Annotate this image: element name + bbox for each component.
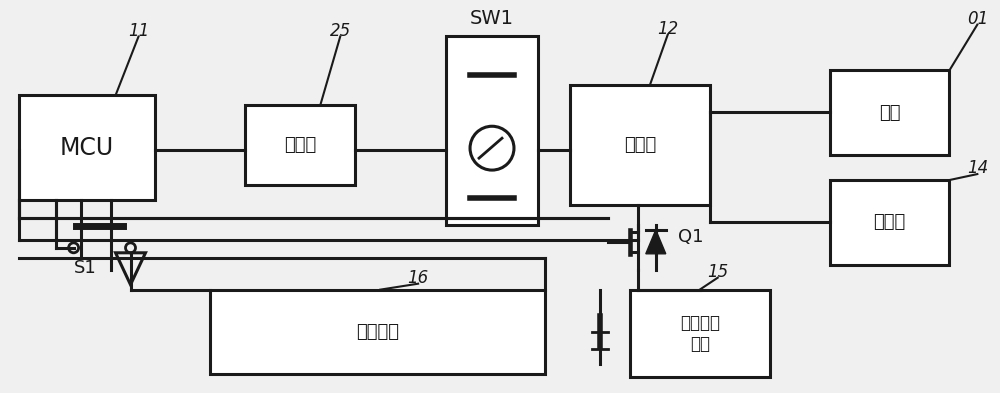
Text: 电流检测
电路: 电流检测 电路: [680, 314, 720, 353]
Text: 电池组: 电池组: [284, 136, 316, 154]
Text: S1: S1: [74, 259, 97, 277]
Text: 12: 12: [657, 20, 678, 38]
Bar: [830, 70, 949, 155]
Polygon shape: [646, 230, 666, 254]
Bar: [570, 85, 710, 205]
Bar: [630, 290, 770, 377]
Text: 25: 25: [330, 22, 351, 40]
Bar: [446, 36, 538, 225]
Text: 打气泵: 打气泵: [624, 136, 656, 154]
Text: SW1: SW1: [470, 9, 514, 28]
Text: 11: 11: [128, 22, 149, 40]
Text: Q1: Q1: [678, 228, 703, 246]
Text: 气压表: 气压表: [873, 213, 906, 231]
Text: 16: 16: [407, 269, 429, 287]
Text: MCU: MCU: [60, 136, 114, 160]
Bar: [830, 180, 949, 265]
Text: 指示电路: 指示电路: [356, 323, 399, 341]
Text: 轮胎: 轮胎: [879, 104, 900, 122]
Text: 01: 01: [967, 10, 988, 28]
Bar: [245, 105, 355, 185]
Bar: [210, 290, 545, 375]
Bar: [19, 95, 155, 200]
Text: 15: 15: [707, 263, 728, 281]
Text: 14: 14: [967, 159, 988, 177]
